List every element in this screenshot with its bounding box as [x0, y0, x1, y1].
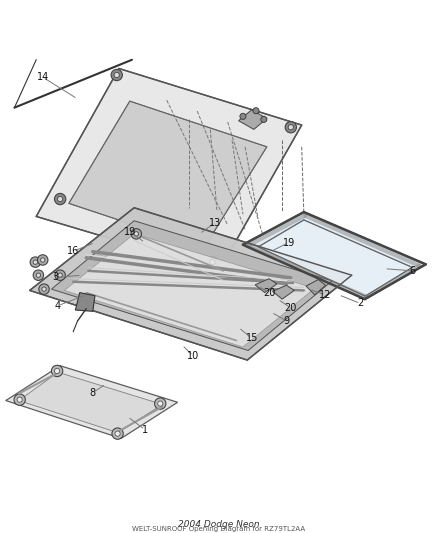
Text: 8: 8: [90, 387, 96, 398]
Circle shape: [111, 69, 122, 80]
Circle shape: [57, 197, 63, 201]
Circle shape: [131, 229, 141, 239]
Text: 12: 12: [319, 290, 332, 300]
Polygon shape: [36, 68, 302, 271]
Polygon shape: [255, 279, 277, 293]
Text: 19: 19: [283, 238, 295, 247]
Circle shape: [14, 394, 25, 405]
Polygon shape: [239, 110, 267, 130]
Polygon shape: [19, 372, 162, 433]
Text: 13: 13: [208, 218, 221, 228]
Polygon shape: [64, 234, 315, 347]
Polygon shape: [306, 279, 325, 295]
Text: 19: 19: [124, 227, 136, 237]
Polygon shape: [69, 101, 267, 248]
Text: 3: 3: [53, 272, 59, 282]
Circle shape: [114, 72, 119, 78]
Circle shape: [158, 401, 163, 406]
Circle shape: [30, 257, 41, 268]
Circle shape: [36, 273, 41, 277]
Circle shape: [134, 232, 138, 236]
Circle shape: [42, 287, 46, 292]
Text: WELT-SUNROOF Opening Diagram for RZ79TL2AA: WELT-SUNROOF Opening Diagram for RZ79TL2…: [132, 527, 306, 532]
Text: 20: 20: [263, 288, 275, 297]
Text: 2004 Dodge Neon: 2004 Dodge Neon: [178, 520, 260, 529]
Text: 2: 2: [357, 298, 364, 309]
Circle shape: [210, 260, 215, 265]
Text: 14: 14: [37, 72, 49, 82]
Text: 9: 9: [283, 316, 290, 326]
Circle shape: [54, 193, 66, 205]
Circle shape: [41, 258, 45, 262]
Circle shape: [54, 368, 60, 374]
Text: 10: 10: [187, 351, 199, 361]
Circle shape: [115, 431, 120, 436]
Polygon shape: [6, 366, 178, 439]
Circle shape: [240, 114, 246, 119]
Circle shape: [285, 122, 297, 133]
Circle shape: [261, 116, 267, 123]
Circle shape: [155, 398, 166, 409]
Circle shape: [33, 270, 44, 280]
Polygon shape: [258, 220, 412, 296]
Text: 1: 1: [142, 425, 148, 435]
Text: 20: 20: [285, 303, 297, 313]
Polygon shape: [30, 208, 352, 360]
Circle shape: [112, 428, 123, 439]
Circle shape: [253, 108, 259, 114]
Polygon shape: [51, 221, 332, 351]
Polygon shape: [75, 293, 95, 311]
Circle shape: [51, 365, 63, 377]
Text: 15: 15: [245, 333, 258, 343]
Circle shape: [39, 284, 49, 294]
Polygon shape: [272, 285, 294, 299]
Text: 4: 4: [55, 301, 61, 311]
Text: 6: 6: [410, 266, 416, 276]
Circle shape: [17, 397, 22, 402]
Circle shape: [207, 256, 218, 268]
Circle shape: [55, 270, 65, 280]
Circle shape: [38, 255, 48, 265]
Circle shape: [288, 125, 293, 130]
Circle shape: [33, 260, 38, 264]
Circle shape: [58, 273, 62, 277]
Polygon shape: [243, 212, 426, 299]
Text: 16: 16: [67, 246, 79, 256]
